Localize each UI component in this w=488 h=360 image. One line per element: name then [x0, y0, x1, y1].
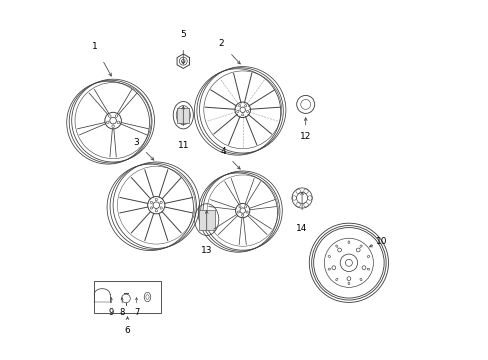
Text: 6: 6 [124, 326, 130, 335]
Bar [198, 210, 214, 230]
Text: 9: 9 [108, 307, 114, 317]
Text: 12: 12 [300, 132, 311, 141]
Text: 2: 2 [218, 39, 224, 48]
Text: 7: 7 [134, 307, 139, 317]
Text: 3: 3 [133, 138, 139, 147]
Text: 5: 5 [180, 30, 186, 39]
Text: 10: 10 [375, 237, 386, 246]
Text: 13: 13 [201, 246, 212, 255]
Text: 1: 1 [92, 42, 98, 51]
Text: 8: 8 [119, 307, 124, 317]
Bar [94, 281, 161, 313]
Text: 14: 14 [296, 224, 307, 233]
Text: 11: 11 [177, 141, 189, 150]
Text: 4: 4 [220, 147, 225, 156]
Bar [177, 108, 189, 123]
